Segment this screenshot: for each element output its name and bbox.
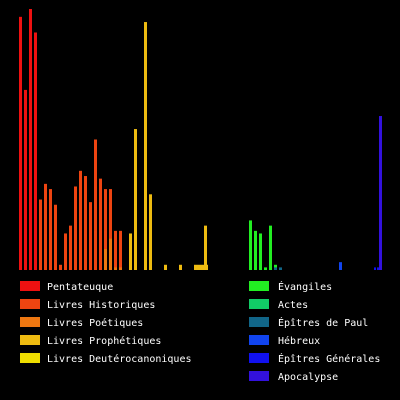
bar-livres-historiques-8 bbox=[74, 186, 77, 270]
bar-livres-historiques-12 bbox=[94, 139, 97, 270]
bar-livres-proph-tiques-5 bbox=[164, 264, 167, 270]
legend-swatch--vangiles bbox=[249, 281, 269, 291]
bar--vangiles-3 bbox=[259, 233, 262, 270]
legend-label--p-tres-g-n-rales: Épîtres Générales bbox=[278, 352, 380, 365]
bar-livres-historiques-16 bbox=[114, 230, 117, 270]
legend-swatch-livres-po-tiques bbox=[20, 317, 40, 327]
bar-livres-po-tiques-4 bbox=[119, 267, 122, 270]
legend-swatch-pentateuque bbox=[20, 281, 40, 291]
bar-livres-historiques-1 bbox=[39, 199, 42, 270]
legend-swatch-livres-deut-rocanoniques bbox=[20, 353, 40, 363]
bars-group bbox=[19, 9, 382, 270]
bar-livres-proph-tiques-2 bbox=[134, 129, 137, 270]
legend-label-h-breux: Hébreux bbox=[278, 335, 320, 347]
bar-livres-proph-tiques-12 bbox=[204, 225, 207, 270]
bar-livres-historiques-10 bbox=[84, 176, 87, 270]
legend-label-actes: Actes bbox=[278, 300, 308, 311]
legend: Pentateuque Livres Historiques Livres Poét… bbox=[20, 280, 380, 383]
legend-swatch--p-tres-de-paul bbox=[249, 317, 269, 327]
bar-apocalypse-1 bbox=[379, 116, 382, 270]
bar-livres-proph-tiques-8 bbox=[197, 264, 200, 270]
bar-livres-historiques-11 bbox=[89, 202, 92, 270]
bar--vangiles-4 bbox=[264, 267, 267, 270]
bar-livres-historiques-3 bbox=[49, 189, 52, 270]
bar--p-tres-g-n-rales-2 bbox=[377, 267, 379, 270]
legend-label--vangiles: Évangiles bbox=[278, 280, 332, 293]
bar-h-breux-1 bbox=[339, 262, 342, 270]
legend-label--p-tres-de-paul: Épîtres de Paul bbox=[278, 316, 368, 329]
bar--p-tres-de-paul-1 bbox=[274, 267, 277, 270]
legend-label-pentateuque: Pentateuque bbox=[47, 282, 113, 293]
bar--vangiles-1 bbox=[249, 220, 252, 270]
bar-livres-historiques-9 bbox=[79, 170, 82, 270]
legend-label-livres-po-tiques: Livres Poétiques bbox=[47, 317, 143, 329]
bar-livres-historiques-17 bbox=[119, 230, 122, 270]
legend-label-livres-deut-rocanoniques: Livres Deutérocanoniques bbox=[47, 353, 192, 365]
bar-pentateuque-2 bbox=[24, 89, 27, 270]
bar-livres-historiques-13 bbox=[99, 178, 102, 270]
bar-pentateuque-4 bbox=[34, 32, 37, 270]
bar-livres-historiques-14 bbox=[104, 189, 107, 270]
bar-livres-historiques-5 bbox=[59, 264, 62, 270]
legend-label-livres-proph-tiques: Livres Prophétiques bbox=[47, 335, 161, 347]
bar-livres-historiques-4 bbox=[54, 204, 57, 270]
legend-label-livres-historiques: Livres Historiques bbox=[47, 300, 155, 311]
legend-label-apocalypse: Apocalypse bbox=[278, 372, 338, 383]
bar--p-tres-g-n-rales-1 bbox=[374, 267, 376, 270]
bar-livres-proph-tiques-3 bbox=[144, 22, 147, 270]
legend-swatch-livres-proph-tiques bbox=[20, 335, 40, 345]
bar-livres-proph-tiques-1 bbox=[129, 233, 132, 270]
bar--p-tres-de-paul-2 bbox=[279, 267, 282, 270]
bar-pentateuque-1 bbox=[19, 16, 22, 270]
bar-livres-historiques-15 bbox=[109, 189, 112, 270]
bar--vangiles-5 bbox=[269, 225, 272, 270]
legend-swatch-h-breux bbox=[249, 335, 269, 345]
bar-livres-proph-tiques-9 bbox=[200, 264, 203, 270]
bar-livres-proph-tiques-4 bbox=[149, 194, 152, 270]
bar-pentateuque-3 bbox=[29, 9, 32, 270]
bar-livres-proph-tiques-6 bbox=[179, 264, 182, 270]
legend-swatch-livres-historiques bbox=[20, 299, 40, 309]
bar-livres-po-tiques-3 bbox=[114, 267, 117, 270]
bar--vangiles-2 bbox=[254, 230, 257, 270]
legend-swatch-apocalypse bbox=[249, 371, 269, 381]
bar-livres-historiques-7 bbox=[69, 225, 72, 270]
legend-swatch-actes bbox=[249, 299, 269, 309]
bar-livres-historiques-6 bbox=[64, 233, 67, 270]
bar-livres-po-tiques-2 bbox=[109, 238, 112, 270]
bar-livres-proph-tiques-7 bbox=[194, 264, 197, 270]
bar-livres-po-tiques-1 bbox=[104, 249, 107, 270]
legend-swatch--p-tres-g-n-rales bbox=[249, 353, 269, 363]
bar-livres-historiques-2 bbox=[44, 183, 47, 270]
